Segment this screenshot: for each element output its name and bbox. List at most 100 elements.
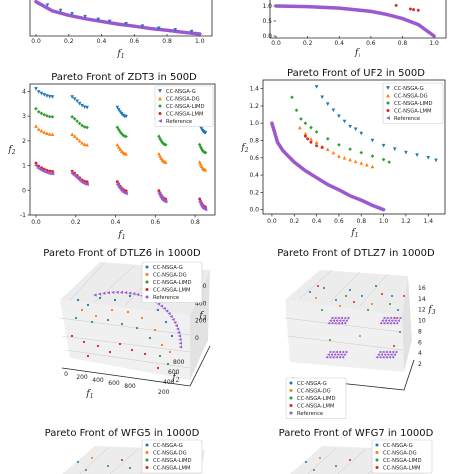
data-point <box>156 366 160 370</box>
data-point <box>346 316 350 320</box>
data-point <box>124 191 128 196</box>
legend-label: CC-NSGA-DG <box>394 94 428 100</box>
data-point <box>75 99 79 104</box>
data-point <box>198 197 202 201</box>
legend-label: CC-NSGA-LIMD <box>166 104 205 110</box>
data-point <box>385 316 389 320</box>
data-point <box>34 161 38 165</box>
y-tick-label: 2 <box>22 138 26 145</box>
data-point <box>325 102 330 107</box>
data-point <box>178 345 183 349</box>
data-point <box>124 291 128 295</box>
data-point <box>388 355 391 359</box>
data-point <box>388 350 391 354</box>
x-tick-label: 0.6 <box>151 219 161 226</box>
data-point <box>50 115 55 119</box>
data-point <box>303 121 308 126</box>
data-point <box>397 319 400 322</box>
data-point <box>167 312 171 316</box>
data-point <box>393 319 397 322</box>
data-point <box>333 321 337 325</box>
data-point <box>118 147 123 151</box>
data-point <box>42 112 47 117</box>
legend-label: CC-NSGA-G <box>394 86 424 92</box>
data-point <box>325 355 329 359</box>
data-point <box>108 350 112 354</box>
reference-front <box>270 121 386 212</box>
data-point <box>309 125 313 130</box>
legend-label: CC-NSGA-G <box>297 381 327 387</box>
data-point <box>306 137 310 141</box>
data-point <box>309 140 313 144</box>
data-point <box>340 316 343 320</box>
data-point <box>382 316 386 320</box>
panel-wfg5: Pareto Front of WFG5 in 1000D CC-NSGA-G C… <box>45 428 205 474</box>
x-tick-label: 0.6 <box>130 38 140 45</box>
data-point <box>45 94 49 98</box>
data-point <box>386 353 390 356</box>
data-point <box>124 114 128 119</box>
data-point <box>50 95 55 99</box>
panel-dtlz6: Pareto Front of DTLZ6 in 1000D 0 200 400 60… <box>43 248 211 400</box>
data-point <box>358 334 362 338</box>
data-point <box>393 353 396 356</box>
data-point <box>115 125 120 130</box>
data-point <box>412 8 415 12</box>
data-point <box>338 355 341 359</box>
data-point <box>338 350 341 354</box>
data-point <box>415 153 419 158</box>
data-point <box>178 341 182 345</box>
data-point <box>169 314 173 319</box>
data-point <box>36 109 41 114</box>
data-point <box>382 321 386 325</box>
legend-box <box>371 439 433 474</box>
data-point <box>331 108 336 113</box>
z-tick-label: 0 <box>195 335 199 342</box>
data-point <box>353 127 358 132</box>
data-point <box>39 91 44 96</box>
data-point <box>85 125 89 130</box>
data-point <box>398 330 402 334</box>
3d-axes-box <box>284 269 415 391</box>
panel-wfg7: Pareto Front of WFG7 in 1000D CC-NSGA-G C… <box>279 428 434 474</box>
data-point <box>203 150 208 155</box>
data-point <box>370 302 374 306</box>
y-tick-label: 1.0 <box>262 3 272 10</box>
data-point <box>107 19 112 24</box>
data-point <box>398 316 402 320</box>
data-point <box>320 95 324 100</box>
x-axis-label: f1 <box>350 228 358 239</box>
data-point <box>328 355 332 359</box>
data-point <box>80 103 84 108</box>
data-point <box>396 308 400 312</box>
chart-title: Pareto Front of WFG7 in 1000D <box>279 428 434 439</box>
data-point <box>128 466 132 470</box>
data-point <box>304 460 308 464</box>
legend-marker <box>289 381 293 385</box>
data-point <box>83 182 88 186</box>
legend-box <box>285 377 347 419</box>
x-tick-label: 0.0 <box>31 38 41 45</box>
data-point <box>333 353 337 356</box>
data-point <box>50 132 55 136</box>
panel-top-left: 0.0 0.2 0.4 0.6 0.8 1.0 f1 <box>29 0 213 60</box>
legend-marker <box>145 443 149 447</box>
data-point <box>36 127 41 131</box>
x-tick-label: 0.2 <box>303 40 313 47</box>
data-point <box>113 298 117 302</box>
data-point <box>395 321 399 325</box>
data-point <box>70 169 74 173</box>
data-point <box>72 116 77 121</box>
x-tick-label: 200 <box>76 374 88 381</box>
x-tick-label: 1.0 <box>379 218 389 225</box>
data-point <box>119 290 124 294</box>
data-point <box>381 143 386 148</box>
chart-title: Pareto Front of UF2 in 500D <box>287 68 425 79</box>
data-point <box>338 304 342 308</box>
data-point <box>330 321 334 325</box>
data-point <box>47 132 52 136</box>
data-point <box>86 354 90 358</box>
x-tick-label: 0.2 <box>64 38 74 45</box>
legend-label: CC-NSGA-G <box>153 443 183 449</box>
data-point <box>197 142 202 147</box>
